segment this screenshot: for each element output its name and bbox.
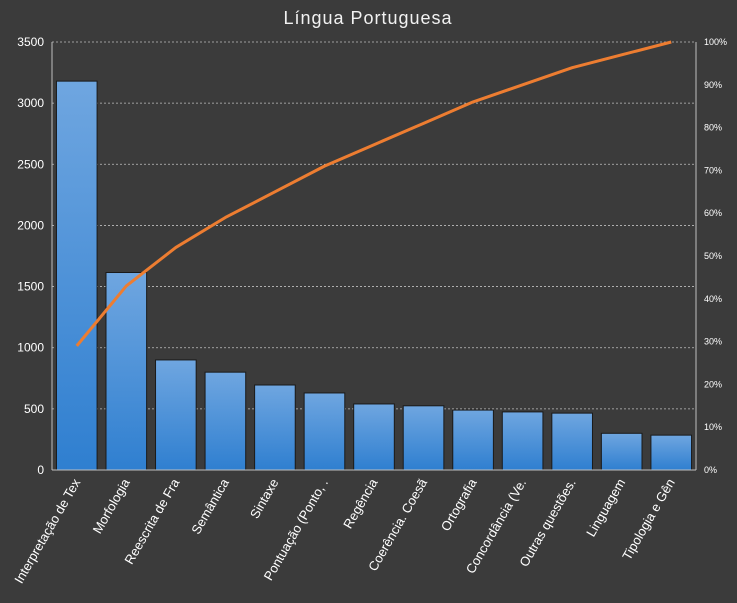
bar: [55, 80, 98, 471]
category-label: Regência: [340, 475, 381, 531]
bar-series: [55, 80, 693, 471]
bar: [254, 384, 296, 471]
bar: [155, 359, 197, 471]
bar: [650, 434, 693, 471]
left-axis-tick-label: 0: [37, 463, 44, 477]
bar: [303, 392, 346, 471]
left-axis-tick-label: 3500: [17, 35, 44, 49]
cumulative-line-series: [75, 40, 672, 347]
chart-title: Língua Portuguesa: [283, 8, 452, 28]
axes: 0 500 1000 1500 2000 2500 3000 3500 0% 10% 20% 30% 4…: [17, 35, 727, 477]
left-axis-tick-label: 2000: [17, 218, 44, 232]
left-axis-tick-label: 1000: [17, 341, 44, 355]
category-label: Reescrita de Fra: [121, 475, 182, 566]
bar: [105, 272, 148, 471]
right-axis-tick-label: 30%: [704, 337, 722, 347]
right-axis-tick-label: 80%: [704, 123, 722, 133]
bar: [452, 409, 494, 471]
right-axis-tick-label: 0%: [704, 465, 717, 475]
right-axis-tick-label: 20%: [704, 379, 722, 389]
left-axis-tick-label: 2500: [17, 157, 44, 171]
bar: [353, 403, 395, 471]
cumulative-line: [75, 40, 672, 347]
right-axis-tick-label: 50%: [704, 251, 722, 261]
bar: [501, 411, 544, 471]
bar: [600, 432, 643, 471]
left-axis-tick-label: 3000: [17, 96, 44, 110]
category-label: Semântica: [188, 475, 232, 536]
right-axis-tick-label: 60%: [704, 208, 722, 218]
category-label: Ortografia: [438, 475, 480, 533]
category-label: Linguagem: [583, 476, 628, 539]
left-axis-tick-label: 1500: [17, 280, 44, 294]
right-axis-tick-label: 40%: [704, 294, 722, 304]
right-axis-tick-label: 90%: [704, 80, 722, 90]
right-axis-tick-label: 10%: [704, 422, 722, 432]
category-label: Sintaxe: [247, 476, 282, 521]
right-axis-tick-label: 100%: [704, 37, 727, 47]
category-label: Outras questões.: [516, 476, 578, 569]
category-label: Interpretação de Tex: [11, 476, 83, 586]
category-labels: Interpretação de Tex MorfologiaReescrita …: [11, 475, 678, 586]
category-label: Morfologia: [90, 475, 134, 536]
bar: [551, 412, 593, 471]
bar: [402, 405, 445, 471]
bar: [204, 371, 247, 471]
left-axis-tick-label: 500: [24, 402, 44, 416]
right-axis-tick-label: 70%: [704, 165, 722, 175]
category-label: Tipologia e Gên: [619, 476, 678, 563]
gridlines: [52, 41, 696, 410]
